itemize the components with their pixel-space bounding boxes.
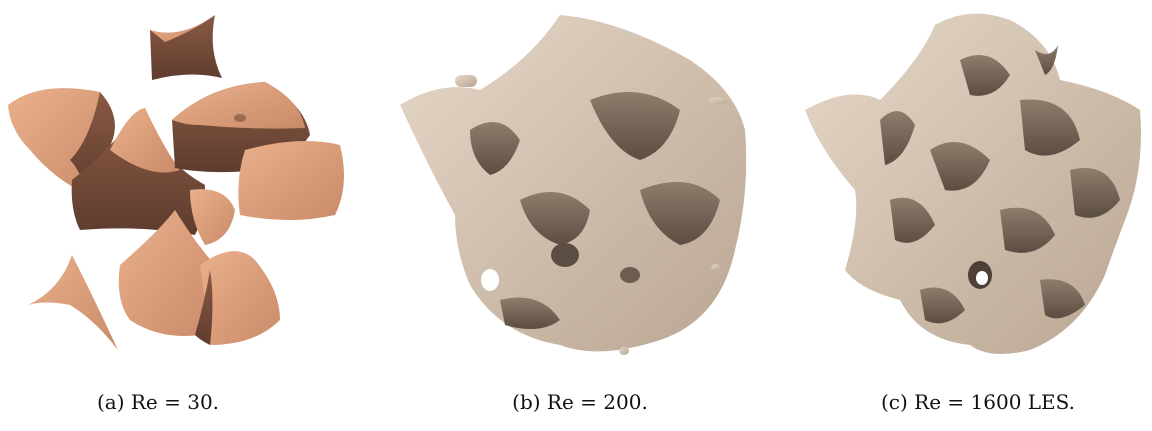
panel-b-render xyxy=(400,15,746,355)
panel-c-render xyxy=(805,14,1141,354)
caption: (c) Re = 1600 LES. xyxy=(881,390,1075,414)
caption: (b) Re = 200. xyxy=(512,390,648,414)
panel-a-render xyxy=(8,15,344,350)
page: (a) Re = 30. (b) Re = 200. (c) Re = 1600… xyxy=(0,0,1152,431)
figure: (a) Re = 30. (b) Re = 200. (c) Re = 1600… xyxy=(0,0,1152,431)
caption: (a) Re = 30. xyxy=(97,390,219,414)
